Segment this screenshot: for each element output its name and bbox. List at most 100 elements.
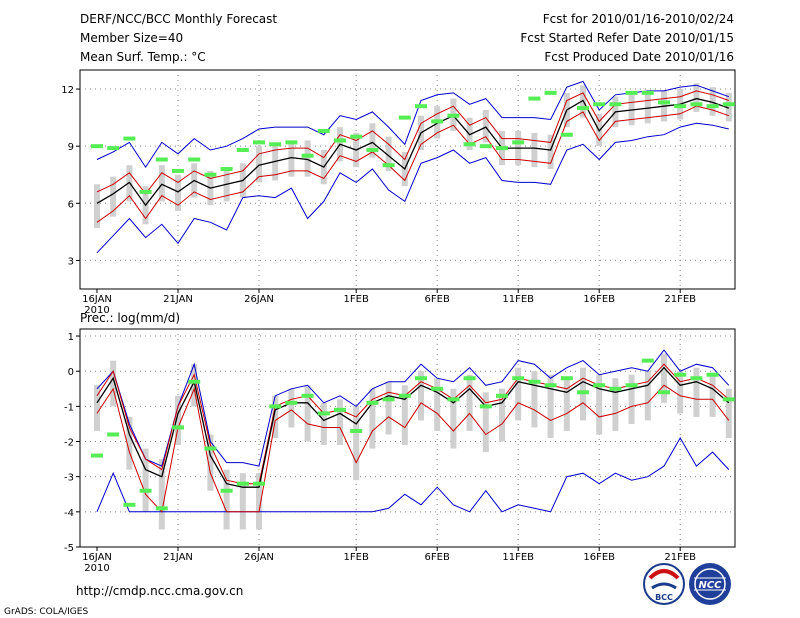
prec-observed-marker [204,446,217,451]
prec-box-bar [110,360,117,407]
prec-min-line [96,436,730,513]
prec-box-bar [126,416,133,470]
prec-box-bar [304,385,311,442]
temp-observed-marker [496,146,508,151]
prec-box-bar [677,371,684,414]
temp-observed-marker [706,104,719,109]
temp-box-bar [94,184,100,229]
temp-observed-marker [123,136,136,141]
prec-box-bar [596,374,603,435]
forecast-range-label: Fcst for 2010/01/16-2010/02/24 [543,12,734,26]
temp-observed-marker [658,100,670,105]
prec-observed-marker [155,506,168,511]
prec-observed-marker [560,376,573,381]
temp-observed-marker [625,90,638,95]
prec-box-bar [385,381,392,435]
temp-observed-marker [301,153,314,158]
prec-box-bar [644,371,651,421]
prec-box-bar [661,353,667,403]
prec-box-bar [693,367,700,417]
prec-observed-marker [236,481,249,486]
prec-observed-marker [496,393,508,398]
temp-ytick-label: 9 [68,142,74,153]
prec-observed-marker [609,386,622,391]
prec-ytick-label: 0 [68,367,74,378]
temp-observed-marker [188,157,201,162]
temp-observed-marker [317,128,330,133]
temp-observed-marker [204,172,217,177]
prec-box-bar [191,364,198,407]
prec-observed-marker [107,432,120,437]
prec-xtick-label: 16FEB [583,552,615,563]
prec-box-bar [466,374,473,431]
temp-observed-marker [172,168,184,173]
ncc-logo-text: NCC [698,580,722,591]
prec-box-bar [450,388,457,449]
temp-xtick-label: 26JAN [244,294,274,305]
temp-observed-marker [398,115,411,120]
prec-ytick-label: -5 [64,543,74,554]
prec-xtick-label: 11FEB [502,552,534,563]
temp-observed-marker [560,132,573,137]
prec-xtick-label: 1FEB [344,552,369,563]
prec-box-bar [256,473,262,530]
prec-ytick-label: -4 [64,508,74,519]
prec-xtick-label: 6FEB [425,552,450,563]
prec-box-bar [353,406,360,481]
prec-observed-marker [674,372,687,377]
prec-box-bar [515,367,522,421]
temp-observed-marker [415,104,427,109]
prec-box-bar [337,399,343,446]
temp-observed-marker [593,102,606,107]
temperature-panel: 16JAN 21JAN 26JAN 1FEB 6FEB 11FEB 16FEB 21FEB 20… [61,69,736,316]
prec-observed-marker [172,425,184,430]
temp-xtick-label: 11FEB [502,294,534,305]
prec-observed-marker [479,404,492,409]
prec-observed-marker [366,400,379,405]
prec-observed-marker [593,383,606,388]
temp-ytick-label: 6 [68,199,74,210]
temp-observed-marker [107,146,120,151]
temp-observed-marker [512,140,525,145]
temp-observed-marker [269,142,282,147]
prec-plot-frame [79,328,736,548]
temp-observed-marker [479,144,492,149]
prec-observed-marker [398,393,411,398]
prec-box-bar [709,374,716,417]
temp-min-line [96,122,729,254]
prec-box-bar [628,374,635,424]
prec-xtick-label: 21FEB [664,552,696,563]
temp-observed-marker [155,157,168,162]
temp-observed-marker [544,90,557,95]
prec-ytick-label: -3 [64,473,74,484]
prec-observed-marker [269,404,282,409]
temp-box-bar [385,136,392,171]
prec-box-bar [94,385,100,431]
temp-max-line [96,80,729,169]
footer-url[interactable]: http://cmdp.ncc.cma.gov.cn [76,584,243,598]
prec-box-bar [612,378,619,431]
prec-box-bar [158,459,165,530]
prec-box-bar [563,378,570,431]
ncc-logo: NCC [689,563,731,605]
prec-observed-marker [706,372,719,377]
temp-lower-std-line [96,105,729,223]
temp-box-bar [304,140,311,177]
temp-box-bar [288,140,295,177]
prec-box-bar [418,371,424,421]
temp-observed-marker [674,104,687,109]
temp-mean-line [96,97,730,207]
prec-xtick-label: 21JAN [163,552,193,563]
temp-observed-marker [641,90,654,95]
temp-observed-marker [285,140,298,145]
prec-box-bar [434,378,441,431]
prec-observed-marker [722,397,735,402]
prec-observed-marker [512,376,525,381]
prec-observed-marker [139,488,152,493]
temp-plot-frame [79,69,736,290]
produced-date-label: Fcst Produced Date 2010/01/16 [544,50,734,64]
figure-title: DERF/NCC/BCC Monthly Forecast [80,12,277,26]
temp-observed-marker [431,119,444,124]
prec-observed-marker [463,376,476,381]
